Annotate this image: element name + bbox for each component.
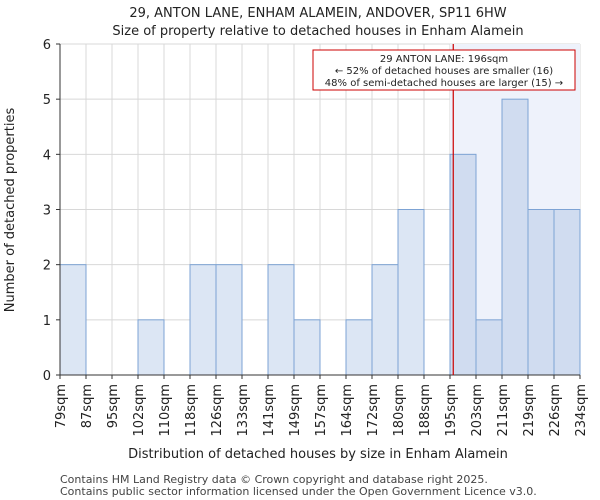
y-tick-label: 4 bbox=[43, 148, 51, 163]
x-tick-label: 141sqm bbox=[262, 384, 277, 437]
x-tick-label: 110sqm bbox=[158, 384, 173, 437]
x-tick-labels: 79sqm 87sqm 95sqm 102sqm 110sqm 118sqm 126sqm 1… bbox=[54, 375, 589, 437]
bars bbox=[59, 98, 581, 376]
x-tick-label: 133sqm bbox=[236, 384, 251, 437]
y-axis-label: Number of detached properties bbox=[3, 108, 18, 313]
bar bbox=[189, 264, 217, 376]
annotation-box: 29 ANTON LANE: 196sqm ← 52% of detached … bbox=[312, 49, 576, 91]
x-tick-label: 219sqm bbox=[522, 384, 537, 437]
y-tick-label: 0 bbox=[43, 369, 51, 384]
x-tick-label: 188sqm bbox=[418, 384, 433, 437]
annotation-line-1: 29 ANTON LANE: 196sqm bbox=[380, 54, 508, 65]
x-tick-label: 172sqm bbox=[366, 384, 381, 437]
x-tick-label: 102sqm bbox=[132, 384, 147, 437]
x-axis-label: Distribution of detached houses by size … bbox=[128, 447, 508, 462]
x-tick-label: 226sqm bbox=[548, 384, 563, 437]
x-tick-label: 234sqm bbox=[574, 384, 589, 437]
bar bbox=[397, 209, 425, 376]
x-tick-label: 164sqm bbox=[340, 384, 355, 437]
x-tick-label: 95sqm bbox=[106, 384, 121, 428]
chart-title: 29, ANTON LANE, ENHAM ALAMEIN, ANDOVER, … bbox=[129, 6, 506, 21]
footer-line-2: Contains public sector information licen… bbox=[60, 485, 537, 498]
bar bbox=[449, 153, 477, 376]
bar bbox=[137, 319, 165, 376]
x-tick-label: 87sqm bbox=[80, 384, 95, 428]
bar bbox=[475, 319, 503, 376]
y-tick-labels: 0 1 2 3 4 5 6 bbox=[43, 38, 60, 384]
x-tick-label: 180sqm bbox=[392, 384, 407, 437]
bar bbox=[59, 264, 87, 376]
y-tick-label: 6 bbox=[43, 38, 51, 53]
bar bbox=[293, 319, 321, 376]
bar bbox=[553, 209, 581, 376]
x-tick-label: 149sqm bbox=[288, 384, 303, 437]
annotation-line-3: 48% of semi-detached houses are larger (… bbox=[325, 78, 563, 89]
x-tick-label: 157sqm bbox=[314, 384, 329, 437]
x-tick-label: 203sqm bbox=[470, 384, 485, 437]
annotation-line-2: ← 52% of detached houses are smaller (16… bbox=[335, 66, 553, 77]
y-tick-label: 1 bbox=[43, 314, 51, 329]
x-tick-label: 195sqm bbox=[444, 384, 459, 437]
chart-subtitle: Size of property relative to detached ho… bbox=[112, 24, 523, 39]
bar bbox=[215, 264, 243, 376]
bar bbox=[267, 264, 295, 376]
y-tick-label: 5 bbox=[43, 93, 51, 108]
x-tick-label: 211sqm bbox=[496, 384, 511, 437]
bar bbox=[501, 98, 529, 376]
bar bbox=[371, 264, 399, 376]
x-tick-label: 118sqm bbox=[184, 384, 199, 437]
footer-line-1: Contains HM Land Registry data © Crown c… bbox=[60, 473, 488, 486]
y-tick-label: 3 bbox=[43, 204, 51, 219]
x-tick-label: 126sqm bbox=[210, 384, 225, 437]
x-tick-label: 79sqm bbox=[54, 384, 69, 428]
bar bbox=[527, 209, 555, 376]
y-tick-label: 2 bbox=[43, 259, 51, 274]
bar bbox=[345, 319, 373, 376]
annotation-border bbox=[312, 49, 576, 91]
